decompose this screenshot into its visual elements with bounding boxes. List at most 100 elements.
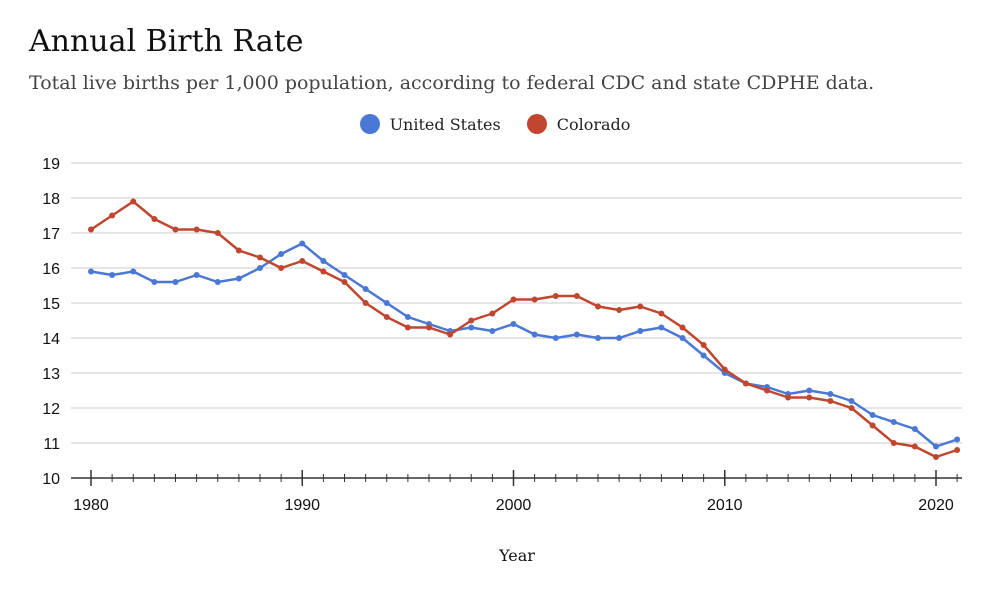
data-point-united-states[interactable] xyxy=(172,279,179,285)
data-point-colorado[interactable] xyxy=(637,303,644,310)
data-point-united-states[interactable] xyxy=(573,331,580,338)
data-point-colorado[interactable] xyxy=(320,268,327,275)
data-point-united-states[interactable] xyxy=(109,272,116,278)
data-point-colorado[interactable] xyxy=(193,226,200,233)
x-tick-label: 1990 xyxy=(284,497,320,514)
data-point-united-states[interactable] xyxy=(595,335,601,341)
data-point-colorado[interactable] xyxy=(616,307,623,313)
data-point-united-states[interactable] xyxy=(869,412,876,418)
data-point-colorado[interactable] xyxy=(827,398,834,404)
data-point-colorado[interactable] xyxy=(468,317,475,324)
data-point-united-states[interactable] xyxy=(257,265,263,271)
data-point-colorado[interactable] xyxy=(172,226,179,233)
data-point-colorado[interactable] xyxy=(954,447,961,453)
data-point-united-states[interactable] xyxy=(700,352,707,359)
data-point-united-states[interactable] xyxy=(658,324,665,331)
data-point-united-states[interactable] xyxy=(299,240,306,247)
data-point-colorado[interactable] xyxy=(679,324,686,331)
y-axis: 10 11 12 13 14 15 16 17 18 19 xyxy=(42,156,60,488)
series-line-united-states xyxy=(90,242,958,448)
legend-swatch-colorado xyxy=(526,114,547,134)
data-point-colorado[interactable] xyxy=(88,226,94,233)
data-point-colorado[interactable] xyxy=(869,422,876,429)
data-point-colorado[interactable] xyxy=(764,387,770,394)
series-lines xyxy=(88,198,961,460)
data-point-colorado[interactable] xyxy=(552,293,559,299)
x-axis-title: Year xyxy=(498,546,535,565)
data-point-united-states[interactable] xyxy=(341,272,348,278)
data-point-colorado[interactable] xyxy=(151,216,158,222)
data-point-united-states[interactable] xyxy=(235,275,242,282)
y-tick-label: 13 xyxy=(42,366,60,383)
data-point-colorado[interactable] xyxy=(658,310,665,317)
data-point-colorado[interactable] xyxy=(700,342,707,348)
data-point-united-states[interactable] xyxy=(214,279,221,285)
data-point-colorado[interactable] xyxy=(595,303,601,310)
data-point-colorado[interactable] xyxy=(742,380,749,387)
series-line-colorado xyxy=(90,200,958,459)
data-point-united-states[interactable] xyxy=(404,314,411,320)
data-point-colorado[interactable] xyxy=(341,279,348,285)
data-point-united-states[interactable] xyxy=(933,443,939,450)
data-point-united-states[interactable] xyxy=(362,286,369,292)
data-point-colorado[interactable] xyxy=(214,230,221,236)
y-tick-label: 19 xyxy=(42,156,60,173)
data-point-colorado[interactable] xyxy=(489,310,496,317)
data-point-united-states[interactable] xyxy=(510,321,517,327)
data-point-colorado[interactable] xyxy=(848,405,855,411)
data-point-colorado[interactable] xyxy=(257,254,263,261)
data-point-colorado[interactable] xyxy=(806,394,813,401)
data-point-colorado[interactable] xyxy=(383,314,390,320)
y-tick-label: 11 xyxy=(43,436,60,453)
data-point-united-states[interactable] xyxy=(637,328,644,334)
y-tick-label: 14 xyxy=(42,331,60,348)
data-point-colorado[interactable] xyxy=(109,212,116,219)
data-point-colorado[interactable] xyxy=(510,296,517,303)
data-point-colorado[interactable] xyxy=(721,366,728,373)
data-point-colorado[interactable] xyxy=(531,296,538,303)
data-point-colorado[interactable] xyxy=(426,324,432,331)
data-point-colorado[interactable] xyxy=(299,258,306,264)
data-point-colorado[interactable] xyxy=(235,247,242,254)
data-point-united-states[interactable] xyxy=(827,391,834,397)
data-point-united-states[interactable] xyxy=(88,268,94,275)
x-axis: 1980 1990 2000 2010 2020 xyxy=(73,470,958,514)
data-point-united-states[interactable] xyxy=(468,324,475,331)
data-point-united-states[interactable] xyxy=(278,251,285,257)
data-point-colorado[interactable] xyxy=(785,394,792,401)
data-point-united-states[interactable] xyxy=(954,436,961,443)
data-point-colorado[interactable] xyxy=(933,454,939,460)
data-point-colorado[interactable] xyxy=(362,300,369,306)
data-point-colorado[interactable] xyxy=(278,265,285,271)
data-point-colorado[interactable] xyxy=(447,331,454,338)
y-tick-label: 18 xyxy=(42,191,60,208)
data-point-united-states[interactable] xyxy=(151,279,158,285)
data-point-colorado[interactable] xyxy=(404,324,411,331)
data-point-united-states[interactable] xyxy=(552,335,559,341)
data-point-united-states[interactable] xyxy=(890,419,897,425)
data-point-united-states[interactable] xyxy=(806,387,813,394)
data-point-united-states[interactable] xyxy=(531,331,538,338)
legend-item-united-states[interactable]: United States xyxy=(359,114,501,134)
x-tick-label: 1980 xyxy=(73,497,109,514)
y-tick-label: 15 xyxy=(42,296,60,313)
legend-item-colorado[interactable]: Colorado xyxy=(526,114,630,134)
data-point-colorado[interactable] xyxy=(130,198,137,205)
data-point-united-states[interactable] xyxy=(193,272,200,278)
x-tick-label: 2010 xyxy=(707,497,743,514)
data-point-united-states[interactable] xyxy=(616,335,623,341)
data-point-united-states[interactable] xyxy=(489,328,496,334)
y-tick-label: 17 xyxy=(42,226,60,243)
chart-title: Annual Birth Rate xyxy=(29,24,304,59)
data-point-united-states[interactable] xyxy=(383,300,390,306)
data-point-colorado[interactable] xyxy=(911,443,918,450)
data-point-united-states[interactable] xyxy=(130,268,137,275)
data-point-united-states[interactable] xyxy=(320,258,327,264)
data-point-united-states[interactable] xyxy=(848,398,855,404)
data-point-united-states[interactable] xyxy=(679,335,686,341)
data-point-colorado[interactable] xyxy=(890,440,897,446)
data-point-united-states[interactable] xyxy=(911,426,918,432)
data-point-colorado[interactable] xyxy=(573,293,580,299)
gridlines xyxy=(71,162,962,479)
